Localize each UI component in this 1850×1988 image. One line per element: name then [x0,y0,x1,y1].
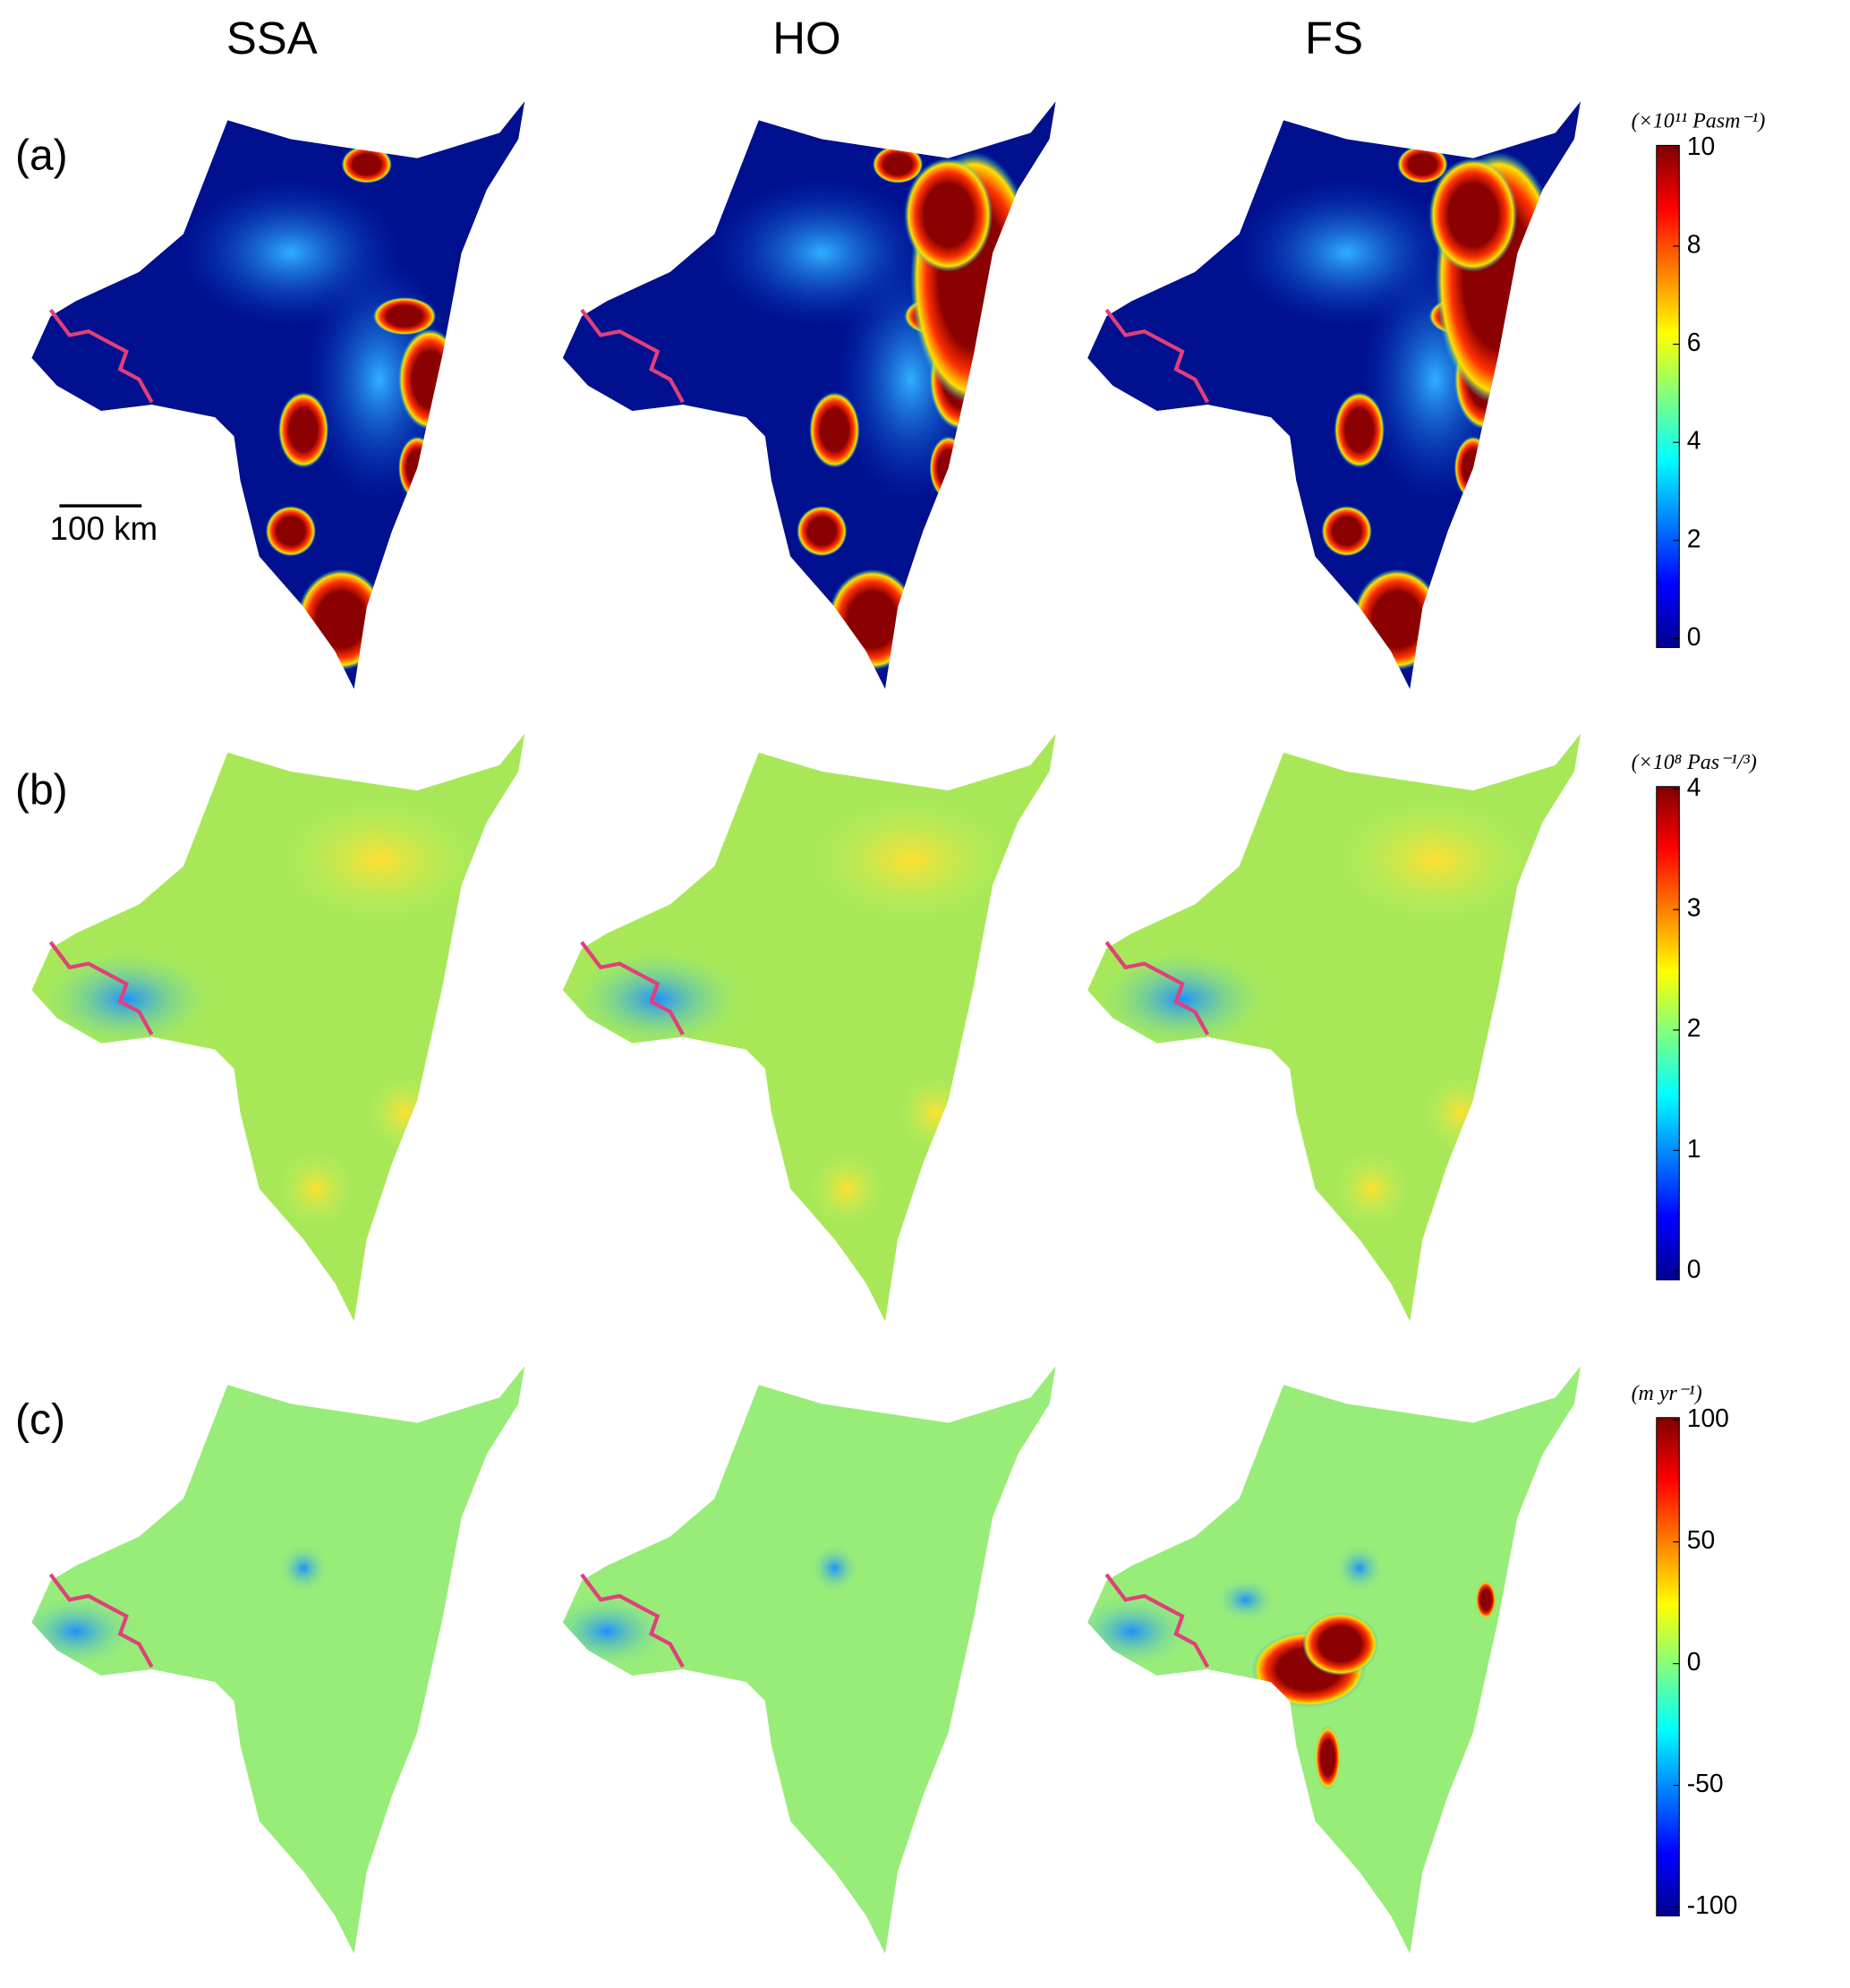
row-label: (a) [15,132,68,179]
map-panel [31,101,525,690]
map-panel [1087,1365,1581,1954]
grounding-line [580,308,685,404]
colorbar-tick-label: 1 [1687,1134,1701,1163]
grounding-line [48,1573,154,1668]
colorbar [1656,786,1680,1281]
colorbar-tick-label: 4 [1687,426,1701,455]
colorbar-tick-label: 6 [1687,328,1701,356]
colorbar-tick-label: 10 [1687,132,1715,160]
map-panel [31,1365,525,1954]
column-title: SSA [226,13,318,64]
map-panel [562,1365,1056,1954]
grounding-line [48,941,154,1036]
map-panel [31,733,525,1322]
colorbar-unit: (×10⁸ Pas⁻¹/³) [1632,751,1757,774]
map-panel [1087,101,1581,690]
grounding-line [580,1573,685,1668]
colorbars: (×10¹¹ Pasm⁻¹) 0 2 4 6 8 10 (×10⁸ Pas⁻¹/³) 0 1 2 3 4… [1632,110,1766,1919]
map-panel [1087,733,1581,1322]
grounding-line [1104,308,1210,404]
grounding-line [580,941,685,1036]
map-grid [31,101,1581,1954]
column-title: FS [1305,13,1363,64]
colorbar-tick-label: 0 [1687,622,1701,651]
colorbar [1656,144,1680,648]
colorbar [1656,1417,1680,1917]
colorbar-unit: (×10¹¹ Pasm⁻¹) [1632,110,1766,133]
colorbar-unit: (m yr⁻¹) [1632,1382,1702,1405]
map-panel [562,733,1056,1322]
grounding-line [1104,941,1210,1036]
colorbar-tick-label: 3 [1687,893,1701,922]
colorbar-tick-label: 50 [1687,1525,1715,1554]
map-panel [562,101,1056,690]
colorbar-tick-label: 0 [1687,1254,1701,1283]
colorbar-tick-label: 100 [1687,1404,1729,1432]
scale-bar-label: 100 km [50,510,158,547]
colorbar-tick-label: -100 [1687,1890,1738,1919]
row-label: (c) [15,1396,65,1444]
colorbar-tick-label: 8 [1687,229,1701,258]
colorbar-tick-label: 2 [1687,524,1701,552]
colorbar-tick-label: 2 [1687,1013,1701,1042]
column-title: HO [772,13,840,64]
row-label: (b) [15,767,68,815]
colorbar-tick-label: 4 [1687,772,1701,801]
grounding-line [1104,1573,1210,1668]
grounding-line [48,308,154,404]
colorbar-tick-label: -50 [1687,1769,1724,1797]
colorbar-tick-label: 0 [1687,1647,1701,1676]
